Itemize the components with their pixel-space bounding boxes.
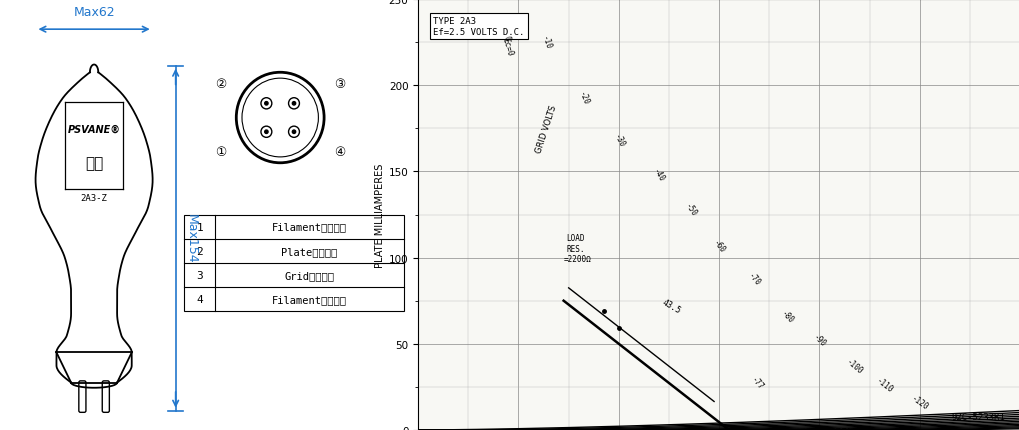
- Text: RES.: RES.: [567, 244, 585, 253]
- Text: -40: -40: [651, 167, 665, 184]
- Text: Plate（阳极）: Plate（阳极）: [281, 246, 337, 256]
- Text: 4: 4: [196, 295, 203, 304]
- Circle shape: [292, 102, 296, 106]
- Text: ④: ④: [333, 146, 344, 159]
- Text: Grid（栅极）: Grid（栅极）: [284, 270, 334, 280]
- Text: 92C-5233R1: 92C-5233R1: [951, 412, 1004, 421]
- Text: Filament（灯丝）: Filament（灯丝）: [272, 295, 346, 304]
- Text: -90: -90: [810, 332, 826, 349]
- Text: ③: ③: [333, 78, 344, 91]
- Text: -60: -60: [710, 238, 727, 254]
- Circle shape: [265, 131, 268, 134]
- Text: -50: -50: [683, 202, 698, 218]
- Text: Ec=0: Ec=0: [500, 37, 514, 57]
- Circle shape: [265, 102, 268, 106]
- Text: ①: ①: [215, 146, 226, 159]
- Y-axis label: PLATE MILLIAMPERES: PLATE MILLIAMPERES: [374, 163, 384, 267]
- Text: 1: 1: [196, 222, 203, 232]
- Text: -120: -120: [909, 393, 929, 412]
- Bar: [183, 215, 404, 312]
- Text: Filament（灯丝）: Filament（灯丝）: [272, 222, 346, 232]
- Text: -100: -100: [844, 357, 864, 376]
- Text: -10: -10: [540, 35, 552, 51]
- Text: -110: -110: [873, 376, 894, 394]
- Text: -80: -80: [779, 308, 795, 325]
- Text: -30: -30: [611, 133, 626, 149]
- Text: =2200Ω: =2200Ω: [564, 255, 591, 264]
- Text: 0: 0: [501, 34, 511, 41]
- FancyBboxPatch shape: [102, 381, 109, 412]
- Text: -20: -20: [577, 90, 590, 106]
- Text: -77: -77: [748, 375, 764, 391]
- Text: LOAD: LOAD: [567, 234, 585, 243]
- Text: TYPE 2A3
Ef=2.5 VOLTS D.C.: TYPE 2A3 Ef=2.5 VOLTS D.C.: [433, 17, 524, 37]
- Text: 2A3-Z: 2A3-Z: [81, 194, 107, 202]
- Text: ②: ②: [215, 78, 226, 91]
- Text: 43.5: 43.5: [660, 297, 682, 315]
- FancyBboxPatch shape: [78, 381, 86, 412]
- Text: PSVANE®: PSVANE®: [67, 124, 120, 134]
- Text: 2: 2: [196, 246, 203, 256]
- Text: 3: 3: [196, 270, 203, 280]
- Text: Max62: Max62: [73, 6, 115, 19]
- Text: 珍品: 珍品: [85, 156, 103, 171]
- Circle shape: [292, 131, 296, 134]
- Text: -70: -70: [746, 270, 761, 287]
- Text: Max154: Max154: [184, 214, 198, 264]
- Text: GRID VOLTS: GRID VOLTS: [534, 104, 558, 154]
